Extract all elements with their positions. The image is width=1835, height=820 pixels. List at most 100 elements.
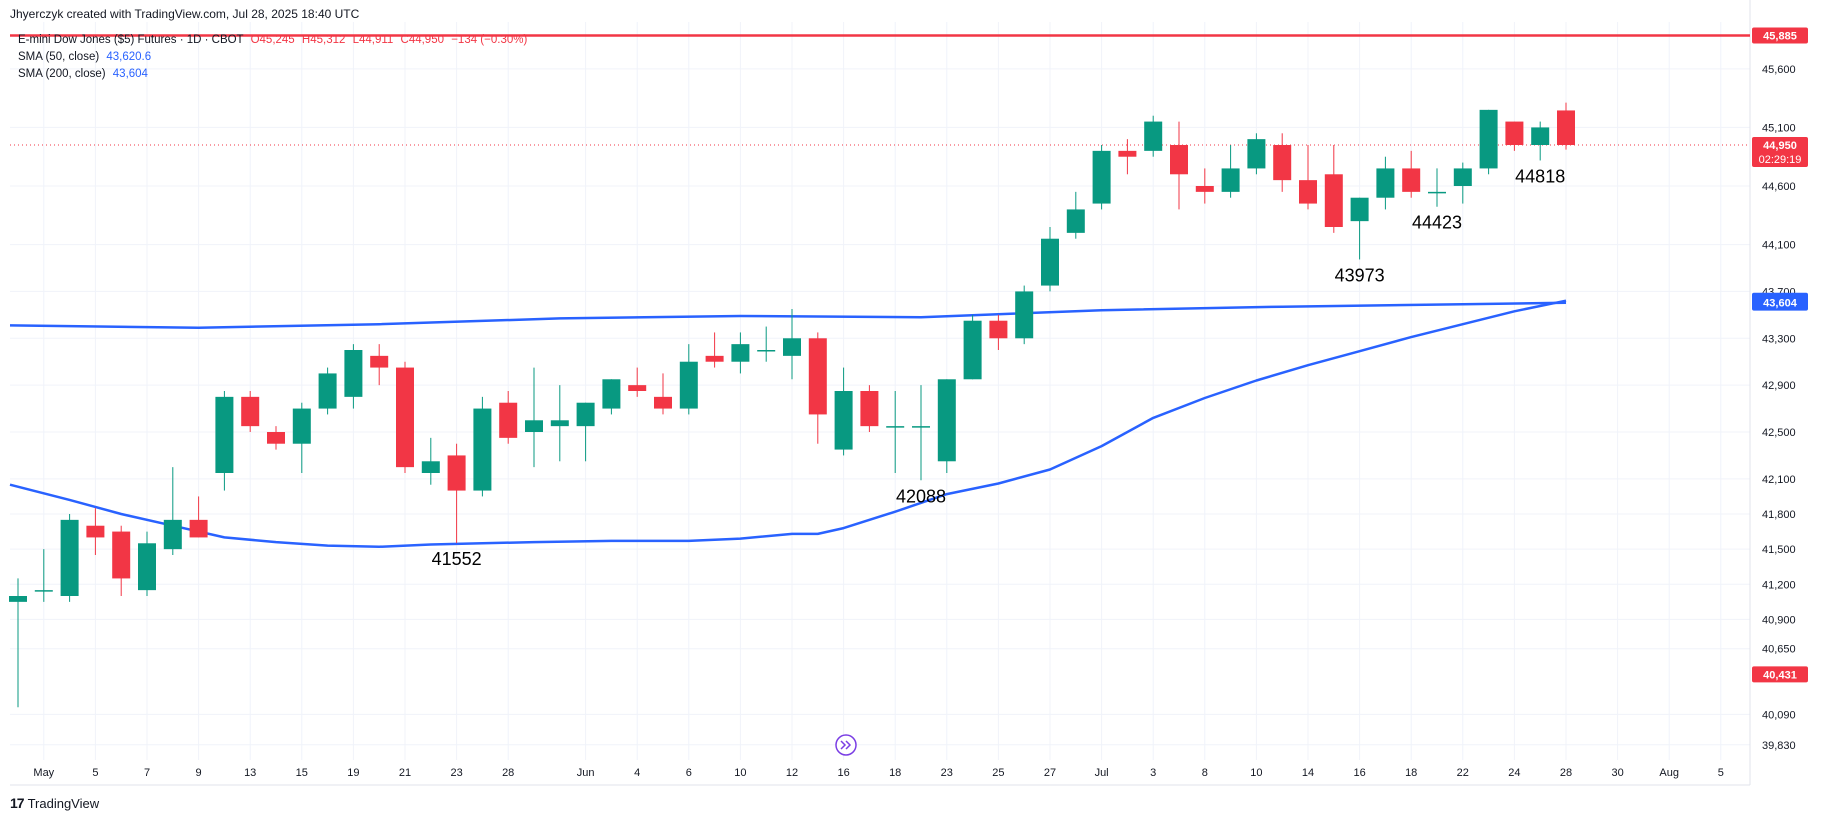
- candle: [86, 508, 105, 555]
- candle-body: [370, 355, 389, 368]
- sma-200-line: [9, 301, 1567, 329]
- candle-body: [989, 320, 1008, 339]
- time-tick-label: 16: [837, 767, 849, 779]
- candle: [241, 391, 260, 432]
- candle-body: [1479, 109, 1498, 169]
- candle: [292, 402, 311, 473]
- tradingview-logo-icon: 17: [10, 795, 25, 811]
- price-tick-label: 43,300: [1762, 333, 1796, 345]
- candle: [1557, 102, 1575, 150]
- candle: [860, 385, 879, 432]
- candle: [1505, 121, 1524, 151]
- candle-body: [1557, 110, 1575, 145]
- price-annotation: 44818: [1515, 166, 1565, 186]
- candle-body: [963, 320, 982, 380]
- candle-body: [473, 408, 492, 491]
- time-tick-label: 10: [734, 767, 746, 779]
- candle-body: [525, 420, 543, 432]
- candle-body: [576, 402, 595, 427]
- candle: [1092, 145, 1111, 210]
- candle: [1428, 168, 1446, 207]
- legend-low: L44,911: [352, 34, 394, 46]
- candle-body: [60, 519, 79, 596]
- time-tick-label: 4: [634, 767, 640, 779]
- price-axis-label-bg: [1752, 27, 1808, 44]
- price-tick-label: 40,900: [1762, 614, 1796, 626]
- candle-body: [163, 519, 182, 550]
- legend-sma50-row[interactable]: SMA (50, close) 43,620.6: [18, 51, 151, 63]
- candle: [654, 373, 672, 415]
- candle-body: [344, 350, 363, 397]
- time-tick-label: 28: [502, 767, 514, 779]
- price-axis-label-bg: [1752, 137, 1808, 167]
- candle-body: [1092, 150, 1111, 204]
- candle-body: [731, 344, 750, 362]
- candle: [499, 391, 518, 444]
- candle-body: [1144, 121, 1163, 151]
- time-tick-label: 8: [1202, 767, 1208, 779]
- candle: [1350, 197, 1369, 260]
- time-tick-label: 15: [296, 767, 308, 779]
- price-tick-label: 44,600: [1762, 181, 1796, 193]
- price-axis-label-text: 45,885: [1763, 30, 1797, 42]
- time-tick-label: 13: [244, 767, 256, 779]
- price-axis-label-text: 40,431: [1763, 669, 1797, 681]
- price-axis-label: 43,604: [1752, 294, 1808, 311]
- candle: [912, 385, 930, 481]
- candle: [525, 367, 543, 468]
- candle-body: [1015, 291, 1034, 339]
- candle-body: [1299, 180, 1317, 204]
- time-tick-label: 7: [144, 767, 150, 779]
- sma-50-layer: [9, 299, 1567, 549]
- candle-body: [447, 455, 466, 491]
- candle: [138, 531, 156, 596]
- candle: [1299, 145, 1317, 210]
- candle: [1531, 121, 1550, 161]
- candle-body: [1453, 168, 1472, 186]
- candle: [628, 367, 647, 397]
- candle-body: [1041, 238, 1059, 286]
- candle-body: [138, 543, 156, 591]
- candle: [808, 332, 827, 444]
- time-tick-label: Jun: [577, 767, 595, 779]
- candle: [1066, 191, 1085, 239]
- candle: [1453, 162, 1472, 204]
- price-tick-label: 40,650: [1762, 644, 1796, 656]
- price-axis-label: 40,431: [1752, 666, 1808, 683]
- candle-body: [241, 396, 260, 427]
- price-tick-label: 39,830: [1762, 740, 1796, 752]
- candle: [1195, 168, 1214, 204]
- time-tick-label: 25: [992, 767, 1004, 779]
- candle-body: [267, 432, 285, 444]
- candle-body: [1273, 145, 1292, 181]
- time-tick-label: 21: [399, 767, 411, 779]
- time-tick-label: 10: [1250, 767, 1262, 779]
- price-axis-label-bg: [1752, 666, 1808, 683]
- tradingview-brand: TradingView: [27, 795, 100, 811]
- sma-200-layer: [9, 301, 1567, 329]
- candle-body: [215, 396, 234, 473]
- tradingview-logo[interactable]: 17 TradingView: [10, 795, 99, 811]
- candle: [344, 344, 363, 409]
- candle-body: [1350, 197, 1369, 222]
- candle-body: [937, 379, 956, 462]
- candle-body: [9, 596, 27, 602]
- legend-sma200-row[interactable]: SMA (200, close) 43,604: [18, 68, 148, 80]
- candle-body: [1505, 121, 1524, 145]
- time-tick-label: 16: [1353, 767, 1365, 779]
- price-annotation: 43973: [1335, 265, 1385, 285]
- time-tick-label: 12: [786, 767, 798, 779]
- goto-realtime-button[interactable]: [835, 734, 857, 756]
- candle: [783, 309, 801, 380]
- price-annotation: 44423: [1412, 213, 1462, 233]
- candle: [1221, 145, 1240, 198]
- annotations-layer: 41552 42088 43973 44423 44818: [432, 166, 1566, 569]
- candle-body: [318, 373, 337, 409]
- price-tick-label: 41,800: [1762, 509, 1796, 521]
- candle: [1324, 145, 1343, 233]
- candle: [1170, 121, 1188, 210]
- candle-body: [1376, 168, 1395, 198]
- candle: [1041, 227, 1059, 292]
